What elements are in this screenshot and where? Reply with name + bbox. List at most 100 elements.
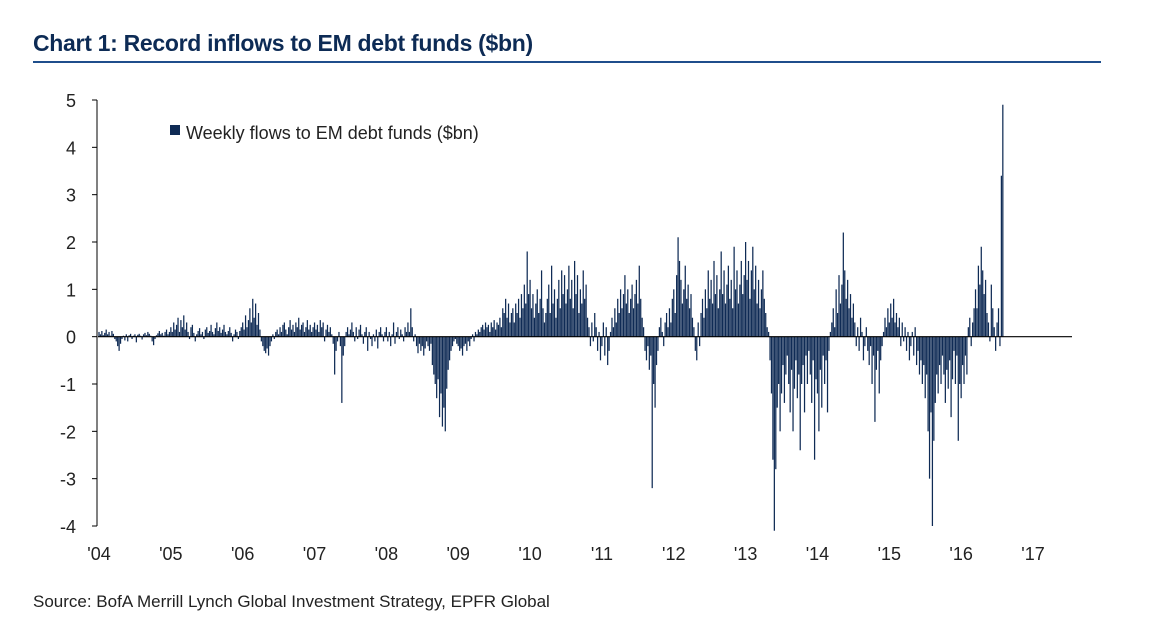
flow-bar [618,313,620,337]
flow-bar [668,308,671,337]
flow-bar [315,329,317,337]
flow-bar [433,336,435,375]
flow-bar [653,336,655,384]
x-tick-label: '10 [518,544,541,564]
flow-bar [637,303,639,337]
flow-bar [377,336,379,349]
flow-bar [967,327,969,337]
flow-bar [490,322,492,337]
flow-bar [596,336,599,351]
flow-bar [670,322,672,337]
flow-bar [938,336,941,366]
flow-bar [868,336,870,366]
flow-bar [459,336,461,351]
flow-bar [673,289,675,337]
flow-bar [760,289,763,337]
flow-bar [160,334,162,337]
y-axis: 5 4 3 2 1 0 -1 -2 -3 -4 [60,91,98,537]
flow-bar [483,329,485,337]
flow-bar [885,327,888,337]
flow-bar [403,336,405,342]
flow-bar [824,336,826,384]
flow-bar [121,336,123,340]
flow-bar [431,336,433,366]
flow-bar [280,331,283,337]
flow-bar [930,336,932,413]
flow-bar [640,298,642,337]
flow-bar [400,329,402,337]
flow-bar [757,279,760,337]
flow-bar [223,324,225,337]
flow-bar [553,289,556,337]
flow-bar [329,327,331,337]
x-tick-label: '06 [231,544,254,564]
flow-bar [345,331,347,337]
flow-bar [369,336,372,340]
flow-bar [566,289,569,337]
flow-bar [858,336,860,351]
flow-bar [691,317,694,337]
flow-bar [556,298,559,337]
flow-bar [693,327,695,337]
flow-bar [878,336,880,394]
y-tick-label: -2 [60,422,76,442]
flow-bar [125,334,127,337]
flow-bar [387,336,389,342]
flow-bar [943,336,945,375]
flow-bar [198,328,201,337]
flow-bar [1002,104,1004,337]
flow-bar [897,327,899,337]
flow-bar [684,265,686,337]
flow-bar [739,284,741,337]
y-tick-label: 3 [66,186,76,206]
flow-bar [288,327,290,337]
flow-bar [441,336,444,427]
flow-bar [309,324,311,337]
flow-bar [931,336,934,526]
flow-bar [849,294,852,337]
flow-bar [717,308,719,337]
flow-bar [709,298,711,337]
flow-bar [722,294,724,337]
flow-bar [186,322,188,337]
flow-bar [502,308,504,337]
flow-bar [742,294,744,337]
flow-bar [841,284,843,337]
flow-bar [915,336,918,366]
flow-bar [509,322,511,337]
flow-bar [604,336,606,356]
flow-bar [111,330,113,337]
flow-bar [924,336,926,399]
x-tick-label: '08 [375,544,398,564]
flow-bar [892,298,895,337]
flow-bar [191,324,194,337]
flow-bar [516,313,518,337]
x-tick-label: '04 [87,544,110,564]
flow-bar [688,308,691,337]
flow-bar [418,336,421,344]
flow-bar [983,294,985,337]
flow-bar [779,336,781,432]
flow-bar [454,336,456,340]
flow-bar [260,336,262,342]
flow-bar [415,336,418,347]
flow-bar [119,336,122,344]
flow-bar [1000,175,1003,337]
flow-bar [923,336,925,366]
flow-bar [645,336,648,361]
flow-bar [638,265,640,337]
flow-bar [911,331,913,337]
flow-bar [213,334,215,337]
flow-bar [351,322,353,337]
flow-bar [259,329,261,337]
flow-bar [558,279,560,337]
flow-bar [769,336,771,361]
flow-bar [540,270,543,337]
flow-bar [792,336,794,432]
flow-bar [244,315,247,337]
flow-bar [219,327,221,337]
flow-bar [959,336,961,384]
flow-bar [184,329,186,337]
title-divider [33,61,1101,63]
flow-bar [263,336,265,351]
